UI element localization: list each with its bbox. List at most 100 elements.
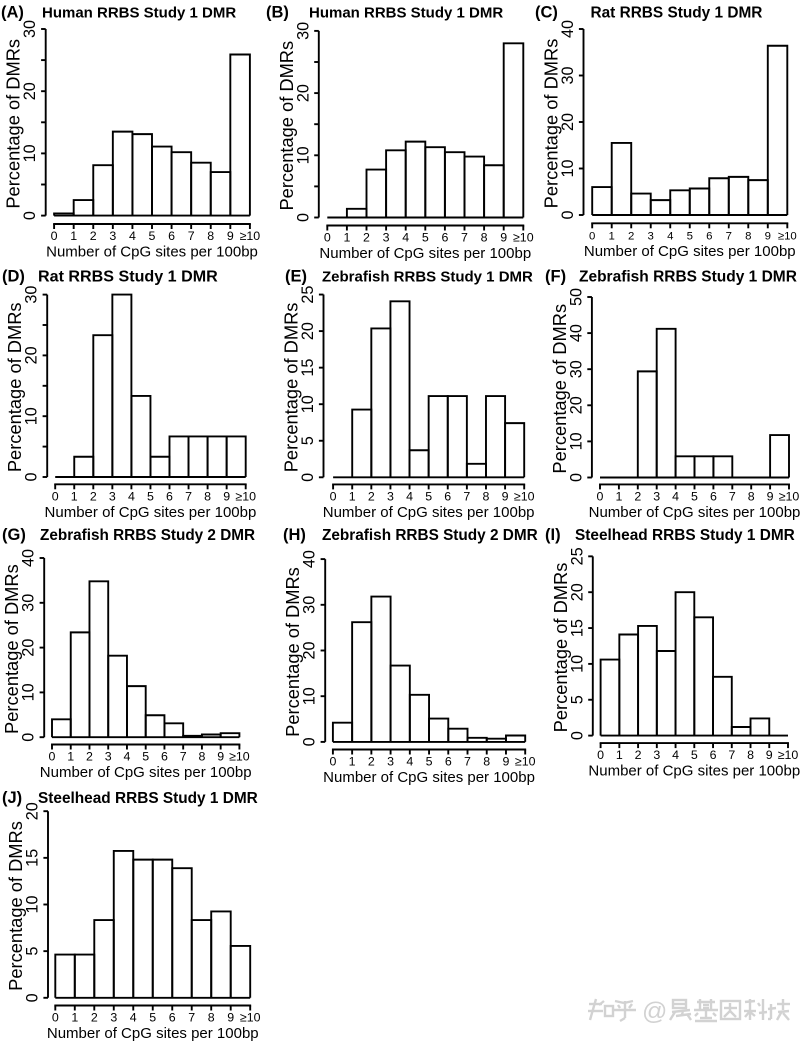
- svg-text:7: 7: [461, 231, 468, 245]
- svg-text:10: 10: [294, 146, 312, 164]
- svg-text:9: 9: [227, 1011, 234, 1025]
- svg-text:40: 40: [567, 324, 585, 342]
- svg-text:2: 2: [628, 230, 634, 242]
- svg-text:1: 1: [615, 489, 622, 503]
- svg-text:8: 8: [748, 489, 755, 503]
- svg-text:7: 7: [729, 489, 736, 503]
- svg-text:40: 40: [559, 20, 577, 38]
- svg-text:Number of CpG sites per 100bp: Number of CpG sites per 100bp: [323, 769, 535, 786]
- svg-text:0: 0: [597, 489, 604, 503]
- svg-text:2: 2: [86, 750, 93, 764]
- svg-text:(D): (D): [2, 268, 25, 286]
- svg-text:30: 30: [21, 20, 39, 38]
- svg-text:0: 0: [329, 755, 336, 769]
- svg-text:0: 0: [567, 473, 585, 482]
- svg-text:2: 2: [90, 229, 97, 243]
- svg-text:(A): (A): [1, 4, 24, 22]
- svg-text:≥10: ≥10: [513, 231, 534, 245]
- svg-text:6: 6: [161, 750, 168, 764]
- svg-text:3: 3: [110, 1011, 117, 1025]
- svg-text:3: 3: [109, 489, 116, 503]
- svg-text:@: @: [642, 998, 667, 1026]
- svg-text:15: 15: [24, 849, 42, 867]
- svg-text:5: 5: [425, 489, 432, 503]
- svg-text:0: 0: [589, 230, 595, 242]
- svg-text:40: 40: [20, 549, 38, 567]
- svg-text:Percentage of DMRs: Percentage of DMRs: [549, 304, 570, 474]
- svg-text:30: 30: [301, 596, 319, 614]
- svg-text:Number of CpG sites per 100bp: Number of CpG sites per 100bp: [319, 245, 531, 262]
- svg-text:0: 0: [52, 1011, 59, 1025]
- svg-text:10: 10: [299, 395, 317, 413]
- svg-text:7: 7: [188, 1011, 195, 1025]
- svg-text:Percentage of DMRs: Percentage of DMRs: [550, 563, 571, 733]
- svg-text:10: 10: [24, 895, 42, 913]
- svg-text:20: 20: [21, 82, 39, 100]
- svg-text:9: 9: [503, 755, 510, 769]
- svg-text:Human RRBS Study 1 DMR: Human RRBS Study 1 DMR: [42, 5, 236, 22]
- svg-text:5: 5: [24, 947, 42, 956]
- svg-text:40: 40: [301, 550, 319, 568]
- svg-text:20: 20: [567, 396, 585, 414]
- svg-text:3: 3: [105, 750, 112, 764]
- svg-text:9: 9: [227, 229, 234, 243]
- svg-text:7: 7: [726, 230, 732, 242]
- svg-text:(J): (J): [2, 789, 22, 807]
- svg-text:8: 8: [745, 230, 751, 242]
- svg-text:(B): (B): [266, 4, 289, 22]
- svg-text:2: 2: [634, 489, 641, 503]
- svg-text:4: 4: [672, 489, 679, 503]
- svg-text:20: 20: [24, 802, 42, 820]
- svg-text:Steelhead RRBS Study 1 DMR: Steelhead RRBS Study 1 DMR: [38, 790, 258, 807]
- svg-text:30: 30: [559, 66, 577, 84]
- svg-text:4: 4: [129, 229, 136, 243]
- svg-text:Percentage of DMRs: Percentage of DMRs: [5, 821, 26, 991]
- svg-text:30: 30: [294, 22, 312, 40]
- svg-text:9: 9: [223, 489, 230, 503]
- svg-text:4: 4: [406, 755, 413, 769]
- svg-text:10: 10: [568, 655, 586, 673]
- svg-text:8: 8: [198, 750, 205, 764]
- svg-text:10: 10: [559, 159, 577, 177]
- svg-text:≥10: ≥10: [235, 489, 256, 503]
- svg-text:30: 30: [567, 360, 585, 378]
- svg-text:4: 4: [128, 489, 135, 503]
- svg-text:20: 20: [294, 84, 312, 102]
- svg-text:6: 6: [441, 231, 448, 245]
- svg-text:5: 5: [422, 231, 429, 245]
- svg-text:3: 3: [383, 231, 390, 245]
- svg-text:7: 7: [728, 748, 735, 762]
- svg-text:1: 1: [349, 755, 356, 769]
- svg-text:8: 8: [208, 1011, 215, 1025]
- svg-text:Zebrafish RRBS Study 1 DMR: Zebrafish RRBS Study 1 DMR: [579, 269, 797, 286]
- svg-text:6: 6: [169, 1011, 176, 1025]
- svg-text:2: 2: [635, 748, 642, 762]
- svg-text:3: 3: [387, 755, 394, 769]
- svg-text:6: 6: [166, 489, 173, 503]
- svg-text:8: 8: [747, 748, 754, 762]
- svg-text:6: 6: [168, 229, 175, 243]
- svg-text:4: 4: [124, 750, 131, 764]
- svg-text:10: 10: [567, 432, 585, 450]
- svg-text:0: 0: [568, 731, 586, 740]
- svg-text:10: 10: [23, 407, 41, 425]
- svg-text:(H): (H): [283, 526, 306, 544]
- svg-text:Rat RRBS Study 1 DMR: Rat RRBS Study 1 DMR: [38, 268, 218, 286]
- svg-text:5: 5: [691, 748, 698, 762]
- svg-text:8: 8: [483, 755, 490, 769]
- svg-text:3: 3: [387, 489, 394, 503]
- svg-text:5: 5: [691, 489, 698, 503]
- svg-text:5: 5: [426, 755, 433, 769]
- svg-text:Zebrafish RRBS Study 2 DMR: Zebrafish RRBS Study 2 DMR: [40, 527, 255, 544]
- svg-text:0: 0: [597, 748, 604, 762]
- svg-text:20: 20: [301, 641, 319, 659]
- svg-text:≥10: ≥10: [240, 229, 261, 243]
- svg-text:1: 1: [616, 748, 623, 762]
- svg-text:Number of CpG sites per 100bp: Number of CpG sites per 100bp: [589, 504, 800, 521]
- svg-text:Percentage of DMRs: Percentage of DMRs: [276, 41, 297, 211]
- svg-text:3: 3: [648, 230, 654, 242]
- svg-text:10: 10: [301, 687, 319, 705]
- svg-text:5: 5: [142, 750, 149, 764]
- svg-text:Number of CpG sites per 100bp: Number of CpG sites per 100bp: [323, 504, 535, 521]
- svg-text:0: 0: [294, 213, 312, 222]
